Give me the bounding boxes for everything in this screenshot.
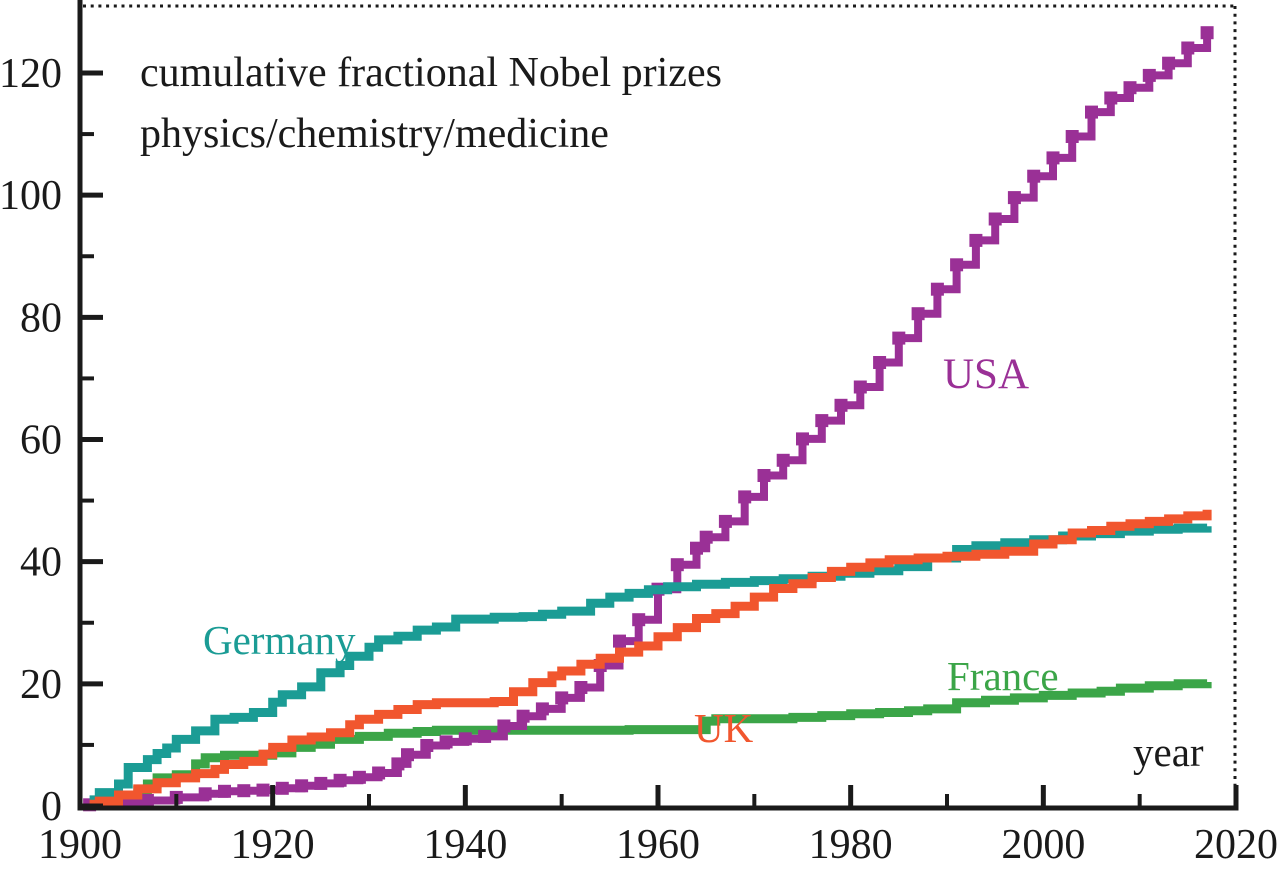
x-tick-label-1980: 1980: [809, 822, 893, 868]
series-marker-usa: [439, 735, 453, 749]
series-marker-usa: [535, 702, 549, 716]
y-tick-label-120: 120: [0, 51, 62, 97]
series-marker-usa: [1046, 151, 1060, 165]
y-tick-label-0: 0: [41, 784, 62, 830]
series-marker-usa: [892, 331, 906, 345]
x-tick-label-1940: 1940: [423, 822, 507, 868]
title-line-1: cumulative fractional Nobel prizes: [140, 50, 722, 96]
label-germany: Germany: [203, 617, 356, 663]
series-line-uk: [89, 509, 1212, 809]
series-marker-usa: [613, 634, 626, 648]
series-marker-usa: [1200, 26, 1214, 40]
series-marker-usa: [372, 766, 386, 780]
axis-ticks: [77, 70, 1239, 809]
series-marker-usa: [1181, 41, 1195, 55]
series-marker-usa: [314, 776, 328, 790]
series-marker-usa: [198, 787, 212, 801]
series-marker-usa: [815, 414, 829, 428]
series-marker-usa: [1123, 81, 1137, 95]
series-marker-usa: [420, 739, 434, 752]
series-marker-usa: [873, 356, 887, 369]
chart-annotations: cumulative fractional Nobel prizes physic…: [140, 50, 1204, 775]
series-marker-usa: [1162, 56, 1176, 70]
series-marker-usa: [930, 282, 944, 296]
series-marker-usa: [988, 212, 1002, 226]
series-marker-usa: [256, 783, 270, 797]
series-marker-usa: [352, 770, 366, 784]
y-tick-label-60: 60: [20, 418, 62, 464]
series-marker-usa: [218, 784, 231, 798]
series-marker-usa: [574, 681, 588, 694]
series-marker-usa: [738, 490, 752, 504]
series-marker-usa: [632, 613, 646, 627]
y-tick-label-20: 20: [20, 662, 62, 708]
label-year: year: [1133, 729, 1204, 775]
series-marker-usa: [670, 558, 684, 572]
series-marker-usa: [401, 748, 414, 762]
x-tick-label-2020: 2020: [1194, 822, 1278, 868]
series-lines: [83, 26, 1214, 812]
series-marker-usa: [1007, 191, 1021, 205]
title-line-2: physics/chemistry/medicine: [140, 111, 609, 157]
x-tick-label-1900: 1900: [38, 822, 122, 868]
label-uk: UK: [694, 705, 754, 751]
series-marker-usa: [1065, 130, 1079, 143]
series-marker-usa: [969, 233, 983, 247]
series-marker-usa: [295, 779, 309, 793]
label-france: France: [947, 653, 1059, 699]
series-marker-usa: [1142, 68, 1156, 82]
x-tick-label-1960: 1960: [616, 822, 700, 868]
plot-dotted-borders: [83, 4, 1237, 801]
series-marker-usa: [757, 469, 771, 482]
series-marker-usa: [1085, 105, 1098, 119]
series-marker-usa: [950, 258, 964, 272]
series-marker-usa: [834, 398, 848, 412]
series-marker-usa: [497, 719, 511, 733]
series-marker-usa: [911, 307, 925, 321]
series-marker-usa: [478, 729, 492, 743]
series-marker-usa: [776, 453, 790, 467]
series-marker-usa: [516, 709, 530, 723]
x-tick-label-2000: 2000: [1001, 822, 1085, 868]
series-marker-usa: [1104, 91, 1118, 105]
series-marker-usa: [237, 784, 251, 798]
label-usa: USA: [943, 351, 1029, 398]
series-marker-usa: [333, 773, 347, 787]
series-marker-usa: [458, 732, 472, 746]
series-marker-usa: [1027, 169, 1041, 183]
series-marker-usa: [140, 794, 154, 807]
series-marker-usa: [690, 541, 703, 555]
axis-tick-labels: 0 20 40 60 80 100 120 1900 1920 1940 1960 1980 2000 2…: [0, 51, 1278, 868]
y-tick-label-100: 100: [0, 173, 62, 219]
series-marker-usa: [555, 691, 569, 705]
y-tick-label-80: 80: [20, 295, 62, 341]
series-marker-usa: [699, 530, 713, 544]
x-tick-label-1920: 1920: [231, 822, 315, 868]
series-marker-usa: [718, 514, 732, 528]
series-marker-usa: [796, 432, 809, 446]
series-marker-usa: [853, 380, 867, 394]
series-marker-usa: [275, 781, 289, 795]
y-tick-label-40: 40: [20, 540, 62, 586]
series-line-germany: [89, 523, 1212, 805]
